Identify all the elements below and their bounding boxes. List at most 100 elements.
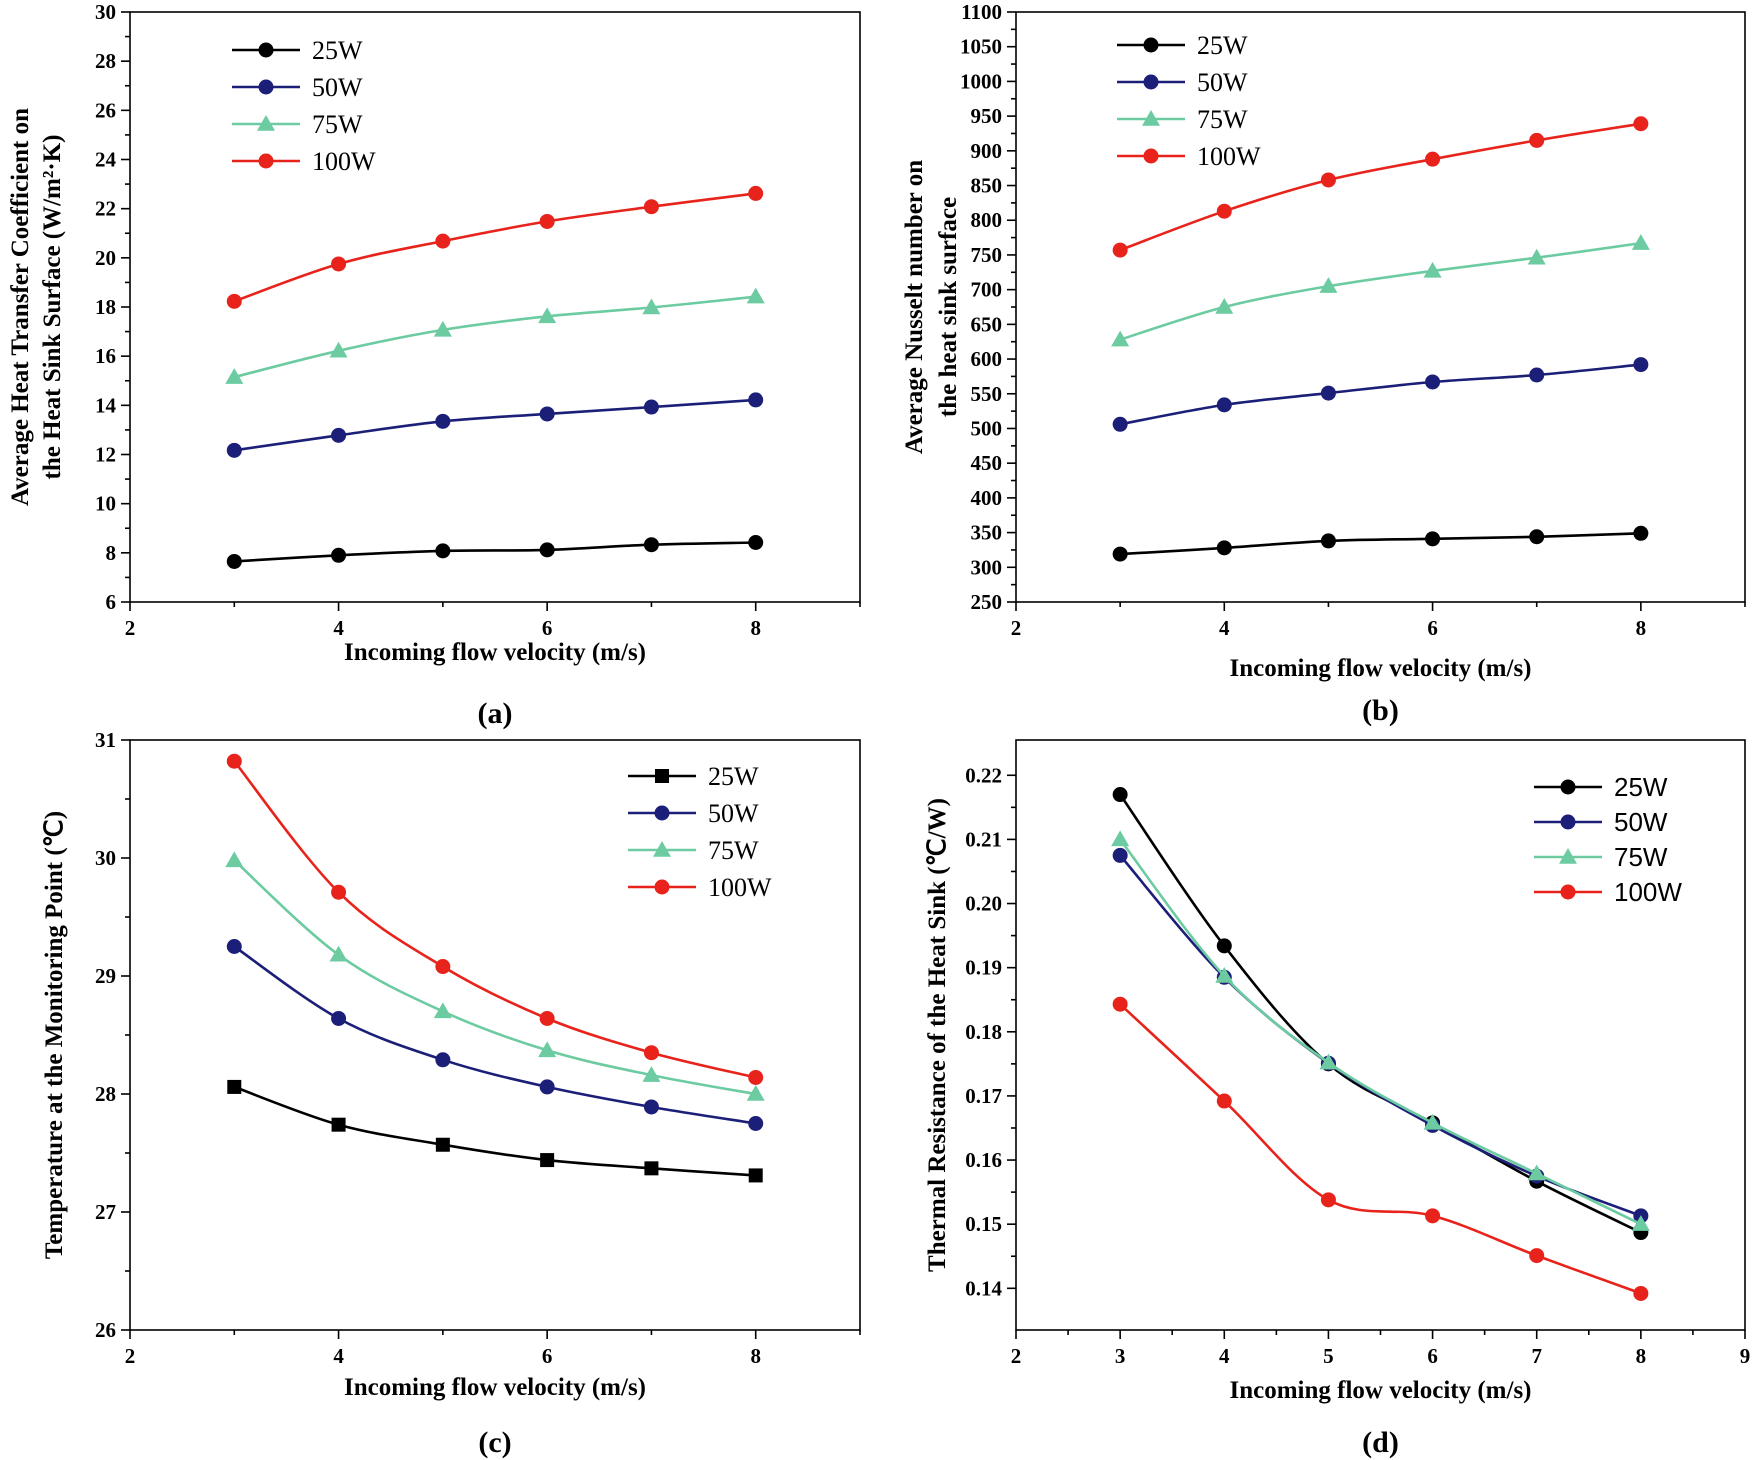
y-tick-label: 0.18 (965, 1020, 1002, 1044)
legend-label: 100W (1614, 877, 1682, 907)
y-tick-label: 300 (971, 555, 1003, 579)
series-line (233, 192, 756, 303)
series-100W (226, 753, 764, 1085)
data-point (1111, 830, 1130, 847)
legend-marker (1143, 37, 1159, 53)
data-point (1215, 298, 1234, 314)
data-point (331, 884, 347, 900)
legend-label: 75W (312, 110, 363, 139)
x-tick-label: 4 (1219, 616, 1230, 640)
series-75W (225, 851, 765, 1101)
legend-marker (1142, 110, 1160, 126)
data-point (435, 413, 451, 429)
panel-label: (c) (478, 1426, 511, 1459)
x-tick-label: 2 (1011, 1344, 1022, 1368)
legend-label: 75W (708, 836, 759, 865)
y-tick-label: 600 (971, 347, 1003, 371)
y-tick-label: 28 (95, 1082, 116, 1106)
chart-panel-3: 2 4 6 8 26 27 28 29 30 31 Incoming flow velocity (… (41, 728, 861, 1459)
legend-marker (654, 879, 670, 895)
data-point (1633, 525, 1649, 541)
data-point (435, 233, 451, 249)
x-tick-label: 8 (750, 616, 761, 640)
data-point (539, 1079, 555, 1095)
data-point (643, 1045, 659, 1061)
x-tick-label: 8 (1636, 616, 1647, 640)
y-tick-label: 14 (95, 393, 117, 417)
legend-marker (1143, 74, 1159, 90)
data-point (226, 753, 242, 769)
series-line (233, 859, 756, 1096)
series-25W (226, 535, 764, 569)
x-axis-title: Incoming flow velocity (m/s) (1229, 655, 1531, 682)
data-point (226, 442, 242, 458)
y-tick-label: 26 (95, 98, 116, 122)
data-point (435, 543, 451, 559)
data-point (748, 1069, 764, 1085)
data-point (1633, 116, 1649, 132)
y-tick-label: 26 (95, 1318, 116, 1342)
y-tick-label: 700 (971, 278, 1003, 302)
data-point (540, 1153, 555, 1168)
data-point (1425, 1208, 1441, 1224)
panel-label: (a) (478, 697, 513, 730)
legend-label: 100W (1197, 142, 1261, 171)
x-tick-label: 2 (125, 616, 136, 640)
legend-marker (655, 769, 669, 783)
y-axis-title: Average Nusselt number on (901, 160, 928, 454)
data-point (539, 1010, 555, 1026)
y-tick-label: 10 (95, 492, 116, 516)
data-point (1319, 1053, 1338, 1070)
y-tick-label: 950 (971, 104, 1003, 128)
x-axis-title: Incoming flow velocity (m/s) (344, 639, 646, 666)
data-point (226, 939, 242, 954)
data-point (644, 1161, 659, 1176)
legend-marker (257, 115, 275, 131)
legend-label: 25W (1614, 772, 1668, 802)
data-point (643, 1099, 659, 1115)
legend-marker (1559, 848, 1577, 864)
series-line (233, 945, 756, 1125)
legend-marker (1560, 779, 1576, 795)
data-point (331, 547, 347, 563)
y-tick-label: 850 (971, 174, 1003, 198)
data-point (1529, 529, 1545, 545)
data-point (329, 341, 348, 358)
x-tick-label: 4 (1219, 1344, 1230, 1368)
panel-label: (d) (1362, 1426, 1399, 1459)
chart-panel-4: 2 3 4 5 6 7 8 9 0.14 0.15 0.16 0.17 0.18 0.19 0.20 0.21… (924, 739, 1750, 1459)
series-25W (1112, 525, 1649, 562)
y-tick-label: 8 (106, 541, 117, 565)
x-tick-label: 6 (1427, 1344, 1438, 1368)
data-point (227, 1079, 242, 1094)
x-tick-label: 4 (333, 1344, 344, 1368)
data-point (226, 553, 242, 569)
y-tick-label: 0.17 (965, 1084, 1002, 1108)
data-point (1425, 374, 1441, 390)
data-point (1425, 151, 1441, 167)
data-point (746, 287, 765, 304)
legend-marker (1560, 814, 1576, 830)
data-point (226, 293, 242, 309)
data-point (1320, 533, 1336, 549)
x-tick-label: 6 (542, 616, 553, 640)
data-point (433, 1002, 452, 1019)
y-tick-label: 20 (95, 246, 116, 270)
y-tick-label: 1050 (960, 35, 1002, 59)
data-point (1425, 531, 1441, 547)
x-axis-title: Incoming flow velocity (m/s) (344, 1374, 646, 1401)
series-line (1119, 122, 1642, 252)
series-50W (1112, 357, 1649, 432)
data-point (331, 1010, 347, 1026)
y-tick-label: 18 (95, 295, 116, 319)
legend-marker (258, 42, 274, 58)
y-axis-title: Thermal Resistance of the Heat Sink (℃/W… (924, 798, 951, 1272)
y-tick-label: 0.20 (965, 892, 1002, 916)
data-point (539, 406, 555, 422)
data-point (1320, 172, 1336, 188)
legend: 25W 50W 75W 100W (1117, 31, 1261, 171)
data-point (1320, 385, 1336, 401)
series-25W (227, 1079, 763, 1183)
